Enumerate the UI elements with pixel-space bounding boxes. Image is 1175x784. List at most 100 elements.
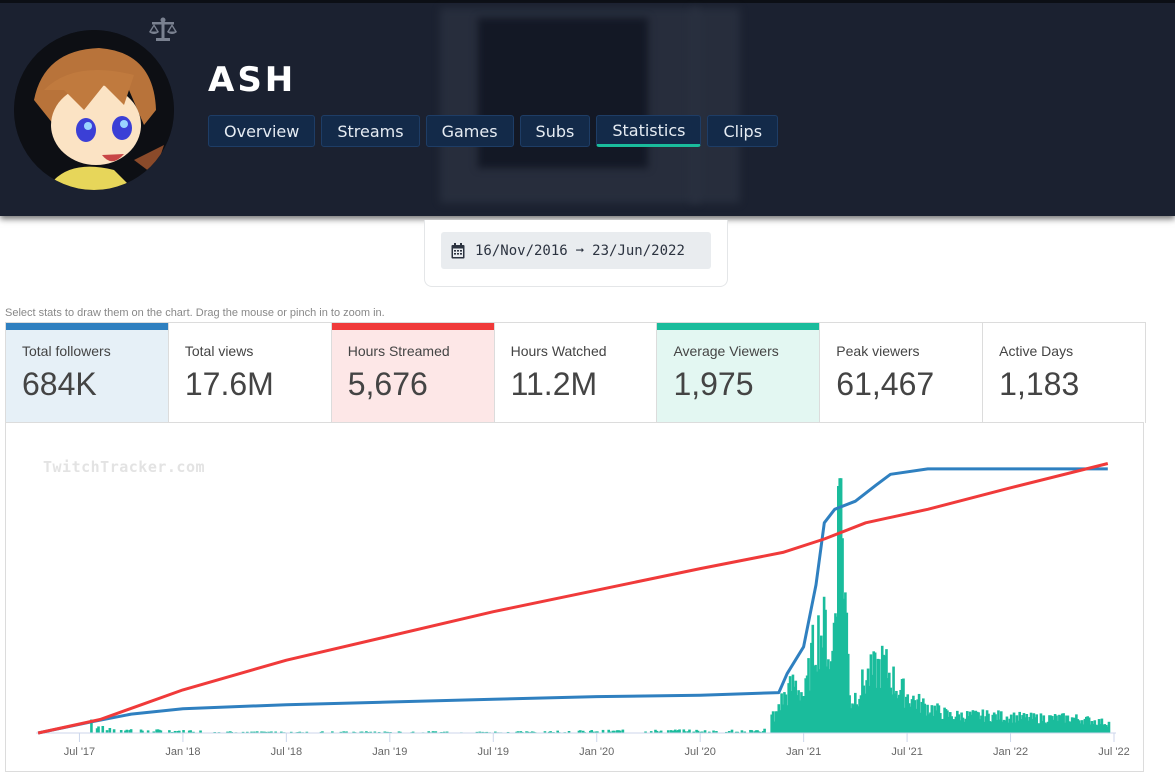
avg-viewers-bar xyxy=(941,718,945,733)
avg-viewers-bar xyxy=(1066,715,1070,733)
hours-streamed-line xyxy=(37,462,1109,735)
avg-viewers-bar xyxy=(939,713,942,733)
stat-active-days[interactable]: Active Days 1,183 xyxy=(983,323,1146,423)
avg-viewers-bar xyxy=(897,694,901,733)
avg-viewers-bar xyxy=(999,711,1003,733)
avg-viewers-bar xyxy=(922,698,925,733)
avg-viewers-bar xyxy=(433,731,436,733)
avg-viewers-bar xyxy=(152,731,156,733)
tab-streams[interactable]: Streams xyxy=(321,115,420,147)
avg-viewers-bar xyxy=(872,651,876,733)
avg-viewers-bar xyxy=(923,703,927,733)
avg-viewers-bar xyxy=(112,729,116,733)
stats-chart[interactable]: TwitchTracker.com Jul '17 Jan '18 Jul '18 J… xyxy=(5,422,1144,772)
avg-viewers-bar xyxy=(814,664,817,733)
avg-viewers-bar xyxy=(906,694,910,733)
avg-viewers-bar xyxy=(485,731,489,733)
date-range-picker[interactable]: 16/Nov/2016 ➞ 23/Jun/2022 xyxy=(441,232,711,269)
avg-viewers-bar xyxy=(1002,719,1006,733)
avg-viewers-bar xyxy=(155,729,158,733)
avg-viewers-bar xyxy=(909,706,912,733)
stat-hours-watched[interactable]: Hours Watched 11.2M xyxy=(494,323,658,423)
avg-viewers-bar xyxy=(1012,712,1016,733)
avg-viewers-bar xyxy=(931,715,935,733)
stat-value: 5,676 xyxy=(347,366,428,402)
avg-viewers-bar xyxy=(994,714,997,733)
avg-viewers-bar xyxy=(644,731,647,733)
avg-viewers-bar xyxy=(506,731,510,733)
stat-hours-streamed[interactable]: Hours Streamed 5,676 xyxy=(331,323,495,423)
avg-viewers-bar xyxy=(995,719,999,733)
avg-viewers-bar xyxy=(801,696,805,733)
avg-viewers-bar xyxy=(879,687,883,733)
channel-avatar[interactable] xyxy=(14,30,174,190)
x-tick-label: Jul '20 xyxy=(684,746,715,758)
tab-games[interactable]: Games xyxy=(425,115,514,147)
x-tick-label: Jan '18 xyxy=(165,746,200,758)
avg-viewers-bar xyxy=(229,731,232,733)
tab-subs[interactable]: Subs xyxy=(519,115,591,147)
avg-viewers-bar xyxy=(974,710,978,733)
avg-viewers-bar xyxy=(90,719,93,733)
avg-viewers-bar xyxy=(1059,715,1063,733)
avg-viewers-bar xyxy=(700,731,704,733)
stat-total-views[interactable]: Total views 17.6M xyxy=(168,323,332,423)
avg-viewers-bar xyxy=(696,730,700,733)
avg-viewers-bar xyxy=(885,649,888,733)
avg-viewers-bar xyxy=(1011,722,1014,733)
avg-viewers-bar xyxy=(241,731,245,733)
stat-total-followers[interactable]: Total followers 684K xyxy=(6,323,169,423)
avg-viewers-bar xyxy=(669,730,673,733)
avg-viewers-bar xyxy=(992,712,996,733)
avg-viewers-bar xyxy=(676,730,680,733)
avg-viewers-bar xyxy=(791,674,795,733)
calendar-icon xyxy=(451,242,465,258)
avg-viewers-bar xyxy=(836,486,840,733)
avg-viewers-bar xyxy=(856,706,860,733)
avg-viewers-bar xyxy=(991,714,995,733)
avg-viewers-bar xyxy=(1102,725,1105,733)
stat-peak-viewers[interactable]: Peak viewers 61,467 xyxy=(820,323,984,423)
avg-viewers-bar xyxy=(686,731,690,733)
avg-viewers-bar xyxy=(95,728,99,733)
avg-viewers-bar xyxy=(581,730,585,733)
avg-viewers-bar xyxy=(780,693,783,733)
avg-viewers-bar xyxy=(924,715,928,733)
avg-viewers-bar xyxy=(865,680,868,733)
avg-viewers-bar xyxy=(1099,724,1102,733)
avg-viewers-bar xyxy=(124,730,127,733)
avg-viewers-bar xyxy=(1041,720,1044,733)
avg-viewers-bar xyxy=(812,665,816,733)
avg-viewers-bar xyxy=(672,730,676,733)
avg-viewers-bar xyxy=(146,730,150,733)
avg-viewers-bar xyxy=(953,719,956,733)
tab-clips[interactable]: Clips xyxy=(707,115,779,147)
avg-viewers-bar xyxy=(187,730,191,733)
avg-viewers-bar xyxy=(1079,723,1082,733)
avg-viewers-bar xyxy=(530,731,534,733)
avg-viewers-bar xyxy=(818,669,822,733)
avg-viewers-bar xyxy=(943,707,946,733)
avg-viewers-bar xyxy=(907,703,911,733)
stat-value: 17.6M xyxy=(184,366,274,402)
avg-viewers-bar xyxy=(888,672,891,733)
stats-selector: Total followers 684K Total views 17.6M H… xyxy=(5,322,1146,423)
avg-viewers-bar xyxy=(785,705,789,733)
chart-canvas[interactable]: Jul '17 Jan '18 Jul '18 Jan '19 Jul '19 Jan '… xyxy=(6,423,1143,771)
avg-viewers-bar xyxy=(750,730,754,733)
stat-average-viewers[interactable]: Average Viewers 1,975 xyxy=(657,323,821,423)
avg-viewers-bar xyxy=(900,679,904,733)
avg-viewers-bar xyxy=(893,693,897,733)
tab-statistics[interactable]: Statistics xyxy=(596,115,702,147)
avg-viewers-bar xyxy=(794,680,798,733)
avg-viewers-bar xyxy=(695,729,698,733)
avg-viewers-bar xyxy=(1024,717,1027,733)
avg-viewers-bar xyxy=(178,730,181,733)
avg-viewers-bar xyxy=(255,731,259,733)
tab-overview[interactable]: Overview xyxy=(208,115,316,147)
avg-viewers-bar xyxy=(825,666,829,733)
avg-viewers-bar xyxy=(817,615,820,733)
avg-viewers-bar xyxy=(607,729,611,733)
avg-viewers-bar xyxy=(253,731,256,733)
avg-viewers-bar xyxy=(800,692,803,733)
